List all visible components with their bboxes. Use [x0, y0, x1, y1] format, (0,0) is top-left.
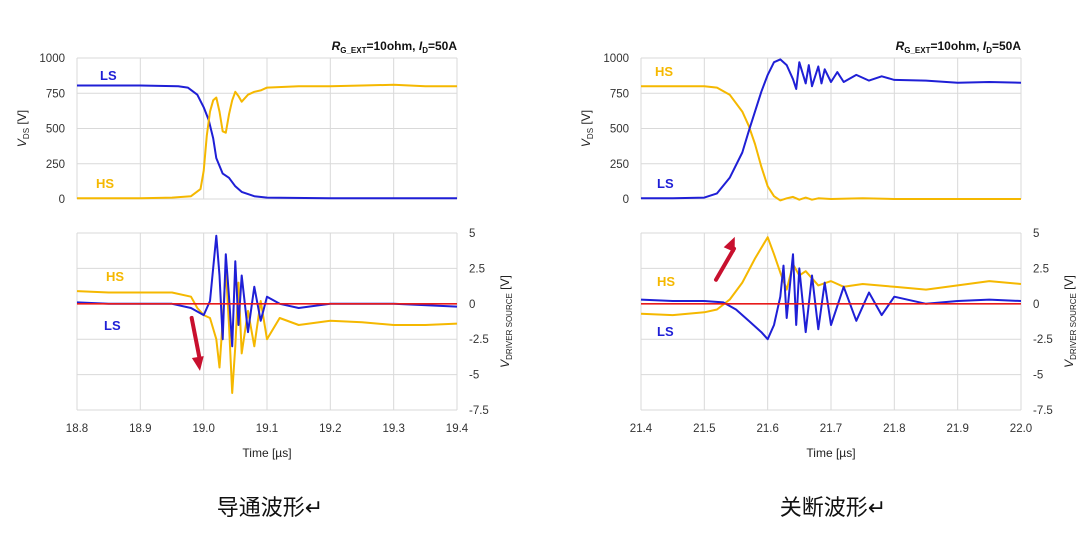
- x-tick-label: 19.0: [192, 423, 214, 435]
- y-tick-label-bottom: 0: [1033, 299, 1039, 311]
- y-tick-label-bottom: 5: [1033, 228, 1039, 240]
- y-tick-label-top: 1000: [39, 53, 65, 65]
- arrow-up-icon: [714, 236, 736, 282]
- y-tick-label-bottom: -2.5: [469, 334, 489, 346]
- y-tick-label-bottom: -2.5: [1033, 334, 1053, 346]
- x-tick-label: 21.7: [820, 423, 842, 435]
- y-tick-label-bottom: -5: [1033, 370, 1043, 382]
- panel-caption: 导通波形↵: [217, 496, 323, 521]
- series-label-bottom-hs: HS: [657, 274, 675, 289]
- series-label-bottom-ls: LS: [104, 318, 121, 333]
- x-axis-label: Time [µs]: [806, 446, 855, 460]
- series-line-bottom-hs: [76, 267, 458, 394]
- y-tick-label-top: 250: [46, 159, 65, 171]
- series-label-bottom-ls: LS: [657, 324, 674, 339]
- x-tick-label: 18.9: [129, 423, 151, 435]
- series-line-top-ls: [641, 58, 1022, 200]
- series-label-top-hs: HS: [96, 176, 114, 191]
- y-tick-label-bottom: 5: [469, 228, 475, 240]
- y-tick-label-top: 750: [610, 88, 629, 100]
- chart-panel-1: RG_EXT=10ohm, ID=50A 18.8 18.9 19.0 19.1 19.2…: [15, 39, 514, 521]
- y-tick-label-bottom: -7.5: [1033, 405, 1053, 417]
- series-line-top-ls: [77, 84, 457, 200]
- y-tick-label-top: 250: [610, 159, 629, 171]
- x-tick-label: 21.9: [946, 423, 968, 435]
- series-label-top-ls: LS: [100, 68, 117, 83]
- x-tick-label: 19.3: [382, 423, 404, 435]
- y-tick-label-top: 0: [623, 194, 629, 206]
- x-tick-label: 21.4: [630, 423, 653, 435]
- y-tick-label-top: 500: [46, 124, 65, 136]
- series-label-top-ls: LS: [657, 176, 674, 191]
- x-tick-label: 21.8: [883, 423, 905, 435]
- y-tick-label-bottom: -5: [469, 370, 479, 382]
- chart-panel-2: RG_EXT=10ohm, ID=50A 21.4 21.5 21.6 21.7 21.8…: [579, 39, 1078, 521]
- panel-caption: 关断波形↵: [780, 496, 886, 521]
- x-tick-label: 18.8: [66, 423, 88, 435]
- x-tick-label: 19.2: [319, 423, 341, 435]
- y-axis-label-top: VDS [V]: [15, 110, 31, 147]
- y-tick-label-bottom: 2.5: [469, 263, 485, 275]
- x-tick-label: 21.5: [693, 423, 715, 435]
- y-tick-label-bottom: -7.5: [469, 405, 489, 417]
- series-line-top-hs: [77, 83, 457, 200]
- series-line-top-hs: [641, 85, 1021, 202]
- y-tick-label-top: 1000: [603, 53, 629, 65]
- y-tick-label-bottom: 2.5: [1033, 263, 1049, 275]
- arrow-down-icon: [189, 315, 204, 371]
- y-tick-label-bottom: 0: [469, 299, 475, 311]
- x-tick-label: 19.1: [256, 423, 278, 435]
- x-tick-label: 22.0: [1010, 423, 1032, 435]
- y-axis-label-bottom: VDRIVER SOURCE [V]: [498, 275, 514, 368]
- series-label-top-hs: HS: [655, 64, 673, 79]
- x-tick-label: 19.4: [446, 423, 469, 435]
- x-tick-label: 21.6: [756, 423, 778, 435]
- condition-label: RG_EXT=10ohm, ID=50A: [896, 39, 1022, 55]
- series-label-bottom-hs: HS: [106, 269, 124, 284]
- y-tick-label-top: 0: [59, 194, 65, 206]
- y-tick-label-top: 500: [610, 124, 629, 136]
- y-axis-label-top: VDS [V]: [579, 110, 595, 147]
- series-line-bottom-ls: [640, 253, 1022, 341]
- condition-label: RG_EXT=10ohm, ID=50A: [332, 39, 458, 55]
- y-axis-label-bottom: VDRIVER SOURCE [V]: [1062, 275, 1078, 368]
- y-tick-label-top: 750: [46, 88, 65, 100]
- x-axis-label: Time [µs]: [242, 446, 291, 460]
